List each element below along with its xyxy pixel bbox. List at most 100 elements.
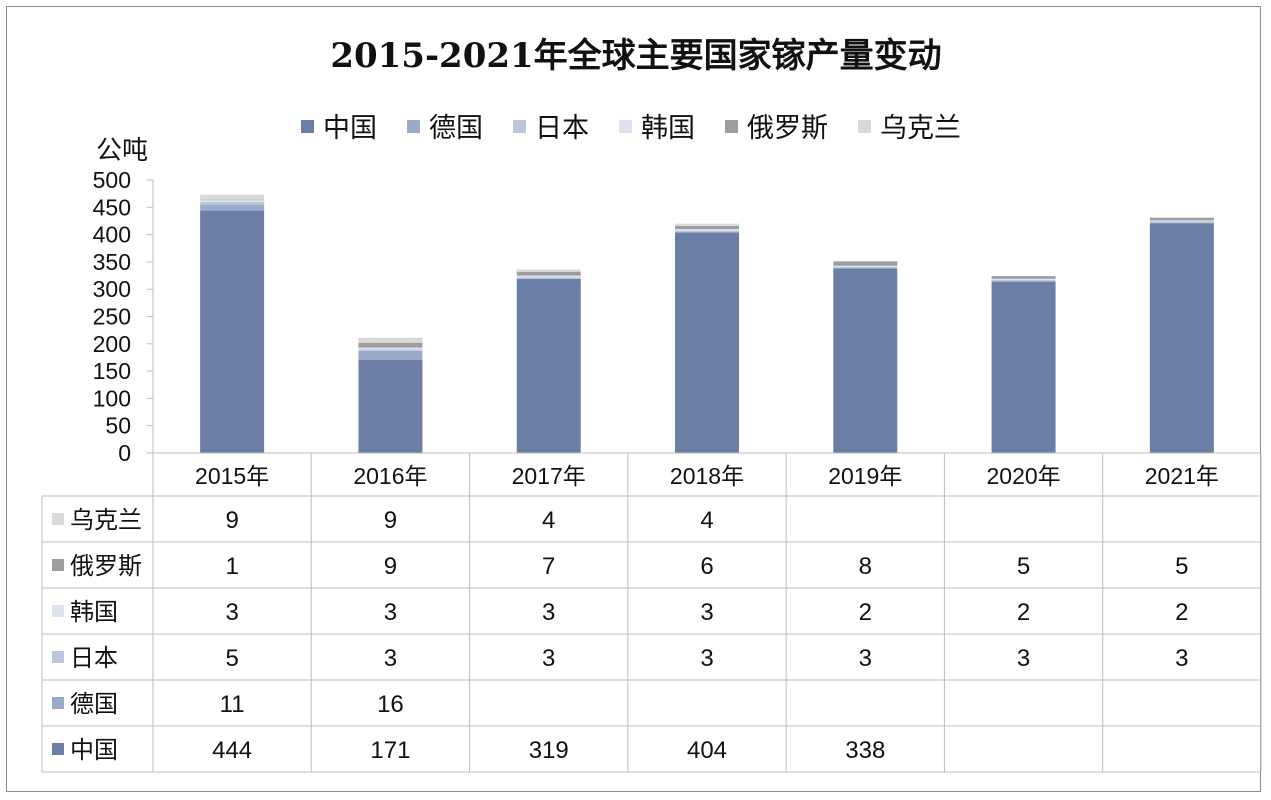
bar-0-series-1 bbox=[200, 204, 265, 211]
legend-label-2: 日本 bbox=[535, 113, 589, 144]
bar-5-series-0 bbox=[991, 281, 1056, 453]
bar-2-series-3 bbox=[516, 275, 581, 278]
table-row-swatch-4 bbox=[52, 697, 64, 709]
bar-5-series-3 bbox=[991, 278, 1056, 280]
table-cell-1-2: 7 bbox=[542, 553, 555, 580]
table-cell-3-5: 3 bbox=[1017, 645, 1030, 672]
y-tick-label-7: 350 bbox=[93, 249, 131, 275]
bar-3-series-5 bbox=[675, 223, 739, 226]
x-category-label-4: 2019年 bbox=[828, 463, 902, 489]
table-row-label-4: 德国 bbox=[70, 690, 118, 718]
table-cell-1-3: 6 bbox=[700, 553, 713, 580]
table-row-label-1: 俄罗斯 bbox=[70, 552, 142, 580]
legend-label-3: 韩国 bbox=[641, 113, 695, 144]
legend-swatch-2 bbox=[513, 120, 526, 133]
bar-6-series-4 bbox=[1149, 217, 1214, 221]
table-cell-4-1: 16 bbox=[377, 691, 404, 718]
table-cell-3-4: 3 bbox=[859, 645, 872, 672]
bar-3-series-2 bbox=[675, 230, 739, 233]
table-cell-2-0: 3 bbox=[225, 599, 238, 626]
chart-frame: 2015-2021年全球主要国家镓产量变动 公吨 中国 德国 日本 韩国 俄罗斯 乌克兰 … bbox=[6, 6, 1262, 792]
y-tick-label-9: 450 bbox=[93, 194, 131, 220]
bar-2-series-5 bbox=[516, 269, 581, 272]
bar-4-series-2 bbox=[833, 266, 898, 269]
chart-title: 2015-2021年全球主要国家镓产量变动 bbox=[330, 36, 941, 76]
bar-1-series-3 bbox=[358, 347, 423, 350]
table-cell-2-6: 2 bbox=[1175, 599, 1188, 626]
table-row-swatch-5 bbox=[52, 743, 64, 755]
bar-3-series-0 bbox=[675, 232, 739, 453]
table-cell-0-3: 4 bbox=[700, 507, 713, 534]
bar-6-series-3 bbox=[1149, 220, 1214, 222]
bar-4-series-0 bbox=[833, 268, 898, 453]
legend-swatch-1 bbox=[407, 120, 420, 133]
table-cell-1-5: 5 bbox=[1017, 553, 1030, 580]
table-row-label-3: 日本 bbox=[70, 644, 118, 672]
y-tick-label-5: 250 bbox=[93, 304, 131, 330]
table-cell-3-2: 3 bbox=[542, 645, 555, 672]
y-tick-label-0: 0 bbox=[118, 440, 131, 466]
bar-5-series-4 bbox=[991, 276, 1056, 279]
bar-4-series-3 bbox=[833, 265, 898, 267]
legend: 中国 德国 日本 韩国 俄罗斯 乌克兰 bbox=[301, 113, 961, 144]
table-cell-0-1: 9 bbox=[384, 507, 397, 534]
table-cell-1-0: 1 bbox=[225, 553, 238, 580]
y-tick-label-4: 200 bbox=[93, 331, 131, 357]
legend-label-4: 俄罗斯 bbox=[747, 113, 828, 144]
table-cell-1-4: 8 bbox=[859, 553, 872, 580]
bar-0-series-3 bbox=[200, 200, 265, 202]
table-cell-5-0: 444 bbox=[212, 737, 252, 764]
bar-1-series-4 bbox=[358, 342, 423, 348]
bar-0-series-2 bbox=[200, 201, 265, 205]
table-row-label-2: 韩国 bbox=[70, 598, 118, 626]
bar-0-series-4 bbox=[200, 199, 265, 201]
table-row-label-0: 乌克兰 bbox=[70, 506, 142, 534]
table-cell-3-0: 5 bbox=[225, 645, 238, 672]
bar-5-series-2 bbox=[991, 279, 1056, 282]
table-row-swatch-1 bbox=[52, 559, 64, 571]
y-tick-label-2: 100 bbox=[93, 385, 131, 411]
x-category-label-1: 2016年 bbox=[353, 463, 427, 489]
table-cell-5-3: 404 bbox=[687, 737, 727, 764]
x-category-label-0: 2015年 bbox=[195, 463, 269, 489]
table-row-swatch-2 bbox=[52, 605, 64, 617]
y-axis-unit-label: 公吨 bbox=[96, 136, 148, 166]
y-tick-label-8: 400 bbox=[93, 222, 131, 248]
legend-label-0: 中国 bbox=[323, 113, 377, 144]
table-cell-5-2: 319 bbox=[529, 737, 569, 764]
legend-swatch-5 bbox=[858, 120, 871, 133]
bar-0-series-0 bbox=[200, 210, 265, 453]
table-cell-0-2: 4 bbox=[542, 507, 555, 534]
bar-3-series-3 bbox=[675, 229, 739, 231]
table-cell-3-3: 3 bbox=[700, 645, 713, 672]
table-cell-2-5: 2 bbox=[1017, 599, 1030, 626]
x-category-label-6: 2021年 bbox=[1145, 463, 1219, 489]
legend-swatch-4 bbox=[725, 120, 738, 133]
table-row-label-5: 中国 bbox=[70, 736, 118, 764]
bar-1-series-0 bbox=[358, 359, 423, 453]
table-cell-4-0: 11 bbox=[220, 691, 245, 718]
legend-swatch-3 bbox=[619, 120, 632, 133]
table-cell-2-4: 2 bbox=[859, 599, 872, 626]
bar-0-series-5 bbox=[200, 194, 265, 200]
table-cell-3-1: 3 bbox=[384, 645, 397, 672]
bar-3-series-4 bbox=[675, 225, 739, 230]
bar-2-series-4 bbox=[516, 271, 581, 276]
y-tick-label-10: 500 bbox=[93, 167, 131, 193]
bar-1-series-5 bbox=[358, 337, 423, 343]
bars bbox=[200, 194, 1214, 453]
bar-2-series-0 bbox=[516, 278, 581, 453]
x-category-label-3: 2018年 bbox=[670, 463, 744, 489]
chart-svg: 2015-2021年全球主要国家镓产量变动 公吨 中国 德国 日本 韩国 俄罗斯 乌克兰 … bbox=[41, 36, 1262, 773]
table-cell-2-1: 3 bbox=[384, 599, 397, 626]
bar-1-series-1 bbox=[358, 350, 423, 360]
table-cell-5-4: 338 bbox=[845, 737, 885, 764]
bar-4-series-4 bbox=[833, 261, 898, 266]
table-cell-0-0: 9 bbox=[225, 507, 238, 534]
x-category-label-2: 2017年 bbox=[512, 463, 586, 489]
table-cell-5-1: 171 bbox=[370, 737, 410, 764]
table-cell-1-1: 9 bbox=[384, 553, 397, 580]
table-cell-3-6: 3 bbox=[1175, 645, 1188, 672]
bar-6-series-0 bbox=[1149, 223, 1214, 453]
